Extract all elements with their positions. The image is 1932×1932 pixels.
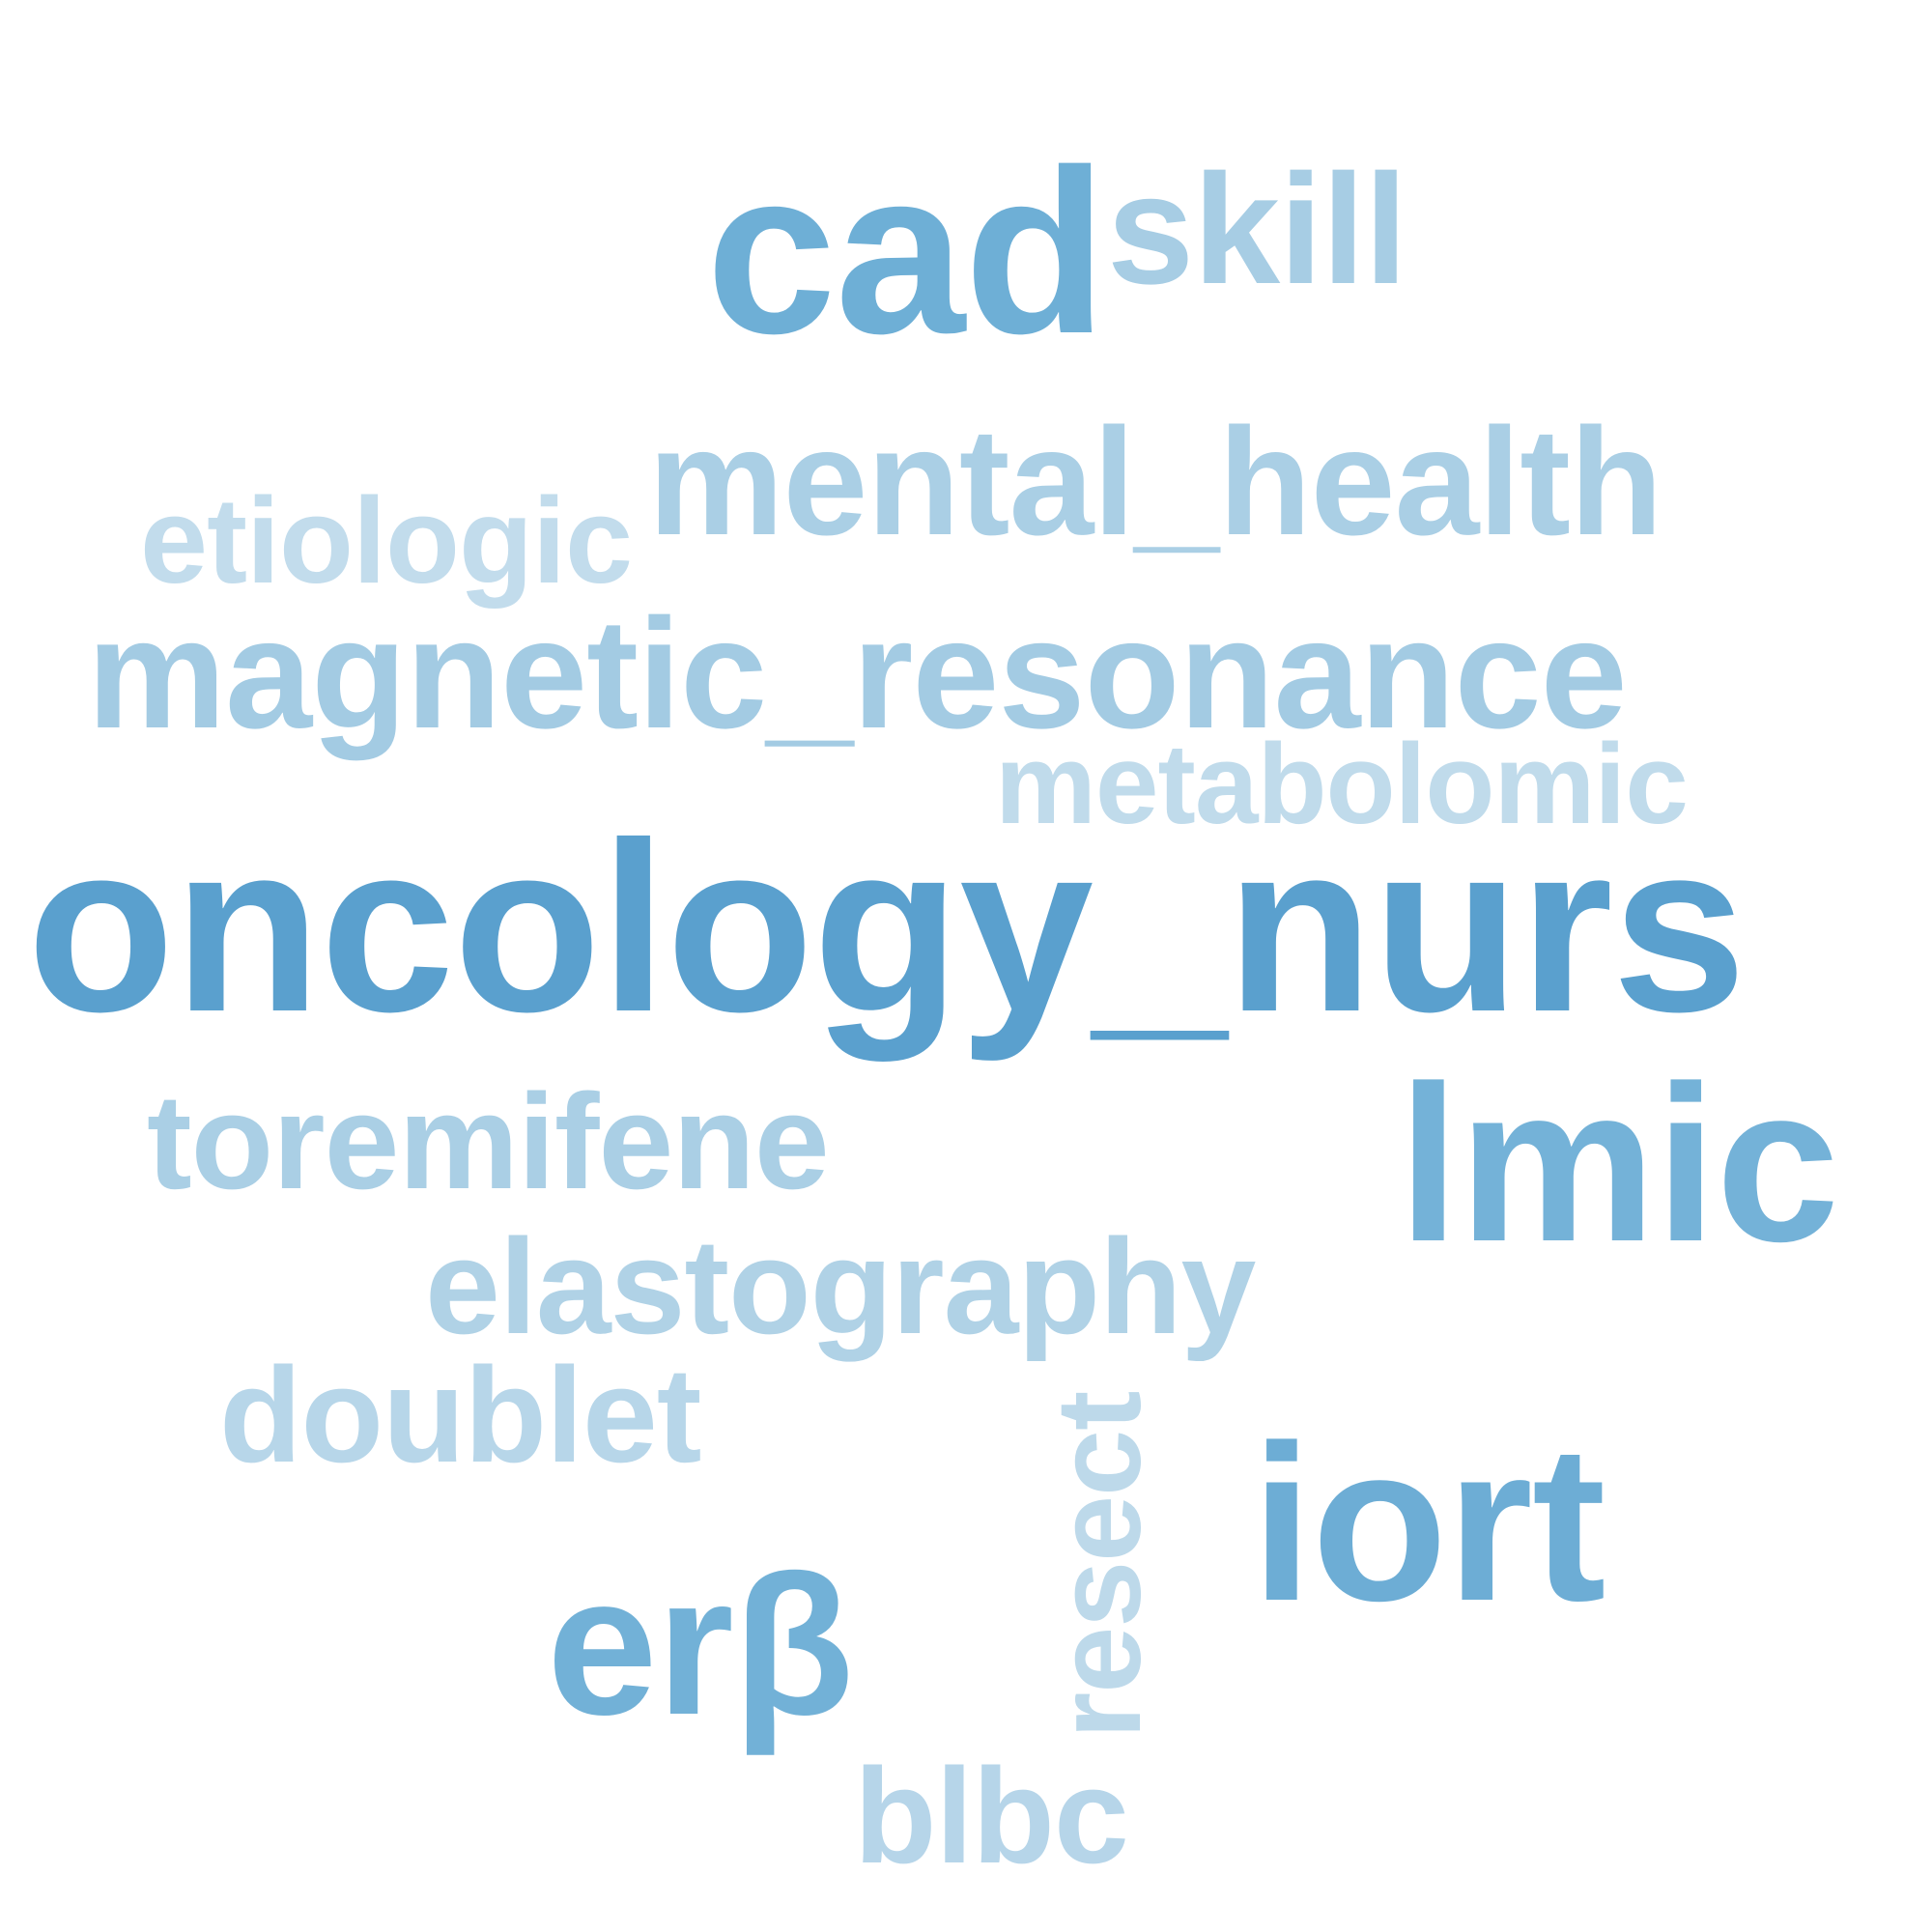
word-oncology-nurs: oncology_nurs: [27, 792, 1747, 1062]
word-magnetic-resonance: magnetic_resonance: [87, 586, 1628, 761]
word-resect: resect: [1033, 1391, 1166, 1739]
word-er-beta: erβ: [547, 1534, 854, 1756]
word-elastography: elastography: [425, 1210, 1256, 1362]
word-skill: skill: [1107, 142, 1407, 317]
word-blbc: blbc: [854, 1740, 1129, 1891]
word-iort: iort: [1251, 1399, 1605, 1647]
word-metabolomic: metabolomic: [995, 721, 1689, 848]
word-lmic: lmic: [1398, 1039, 1839, 1288]
word-toremifene: toremifene: [147, 1065, 830, 1217]
word-doublet: doublet: [219, 1339, 701, 1491]
word-etiologic: etiologic: [140, 472, 633, 609]
word-mental-health: mental_health: [648, 397, 1662, 567]
word-cad: cad: [706, 122, 1107, 383]
